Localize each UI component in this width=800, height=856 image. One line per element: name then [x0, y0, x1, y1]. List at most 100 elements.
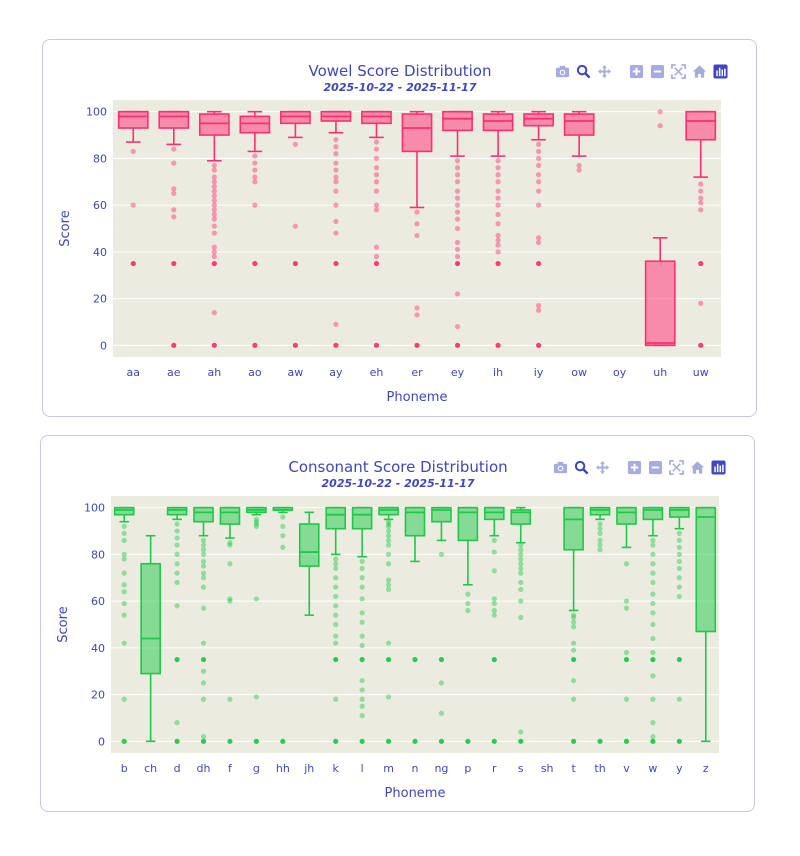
box-jh[interactable]	[298, 511, 320, 616]
box-ah[interactable]	[198, 110, 230, 348]
outlier-point	[333, 174, 339, 180]
box-iqr[interactable]	[239, 115, 271, 134]
box-iy[interactable]	[523, 110, 554, 348]
vowel-box-plot[interactable]: 0 20 40 60 80 100 aa ae ah ao aw ay eh er ey ih iy ow oy u…	[43, 40, 758, 418]
zoom-in-icon[interactable]	[628, 63, 644, 79]
box-ch[interactable]	[140, 534, 161, 743]
box-n[interactable]	[404, 506, 426, 744]
box-v[interactable]	[616, 506, 637, 744]
plotly-logo-icon[interactable]	[710, 459, 726, 475]
box-iqr[interactable]	[166, 506, 188, 516]
box-iqr[interactable]	[140, 562, 161, 675]
box-iqr[interactable]	[158, 110, 190, 129]
pan-icon[interactable]	[596, 63, 612, 79]
home-icon[interactable]	[691, 63, 707, 79]
box-iqr[interactable]	[483, 506, 505, 521]
box-ih[interactable]	[482, 110, 514, 348]
box-y[interactable]	[669, 506, 690, 744]
camera-icon[interactable]	[552, 459, 568, 475]
box-iqr[interactable]	[361, 110, 392, 125]
box-g[interactable]	[246, 506, 267, 744]
box-iqr[interactable]	[351, 506, 373, 530]
box-iqr[interactable]	[685, 110, 717, 141]
box-iqr[interactable]	[193, 506, 214, 523]
box-k[interactable]	[325, 506, 347, 744]
box-d[interactable]	[166, 506, 188, 744]
box-z[interactable]	[695, 506, 717, 743]
box-iqr[interactable]	[563, 506, 584, 551]
box-eh[interactable]	[361, 110, 392, 348]
box-ae[interactable]	[158, 110, 190, 348]
box-b[interactable]	[113, 506, 135, 744]
box-ao[interactable]	[239, 110, 271, 348]
box-th[interactable]	[589, 506, 611, 744]
outlier-point	[200, 551, 207, 558]
outlier-point	[174, 535, 180, 541]
box-iqr[interactable]	[589, 506, 611, 516]
outlier-point	[359, 565, 365, 572]
box-iqr[interactable]	[642, 506, 664, 521]
box-s[interactable]	[510, 506, 532, 744]
outlier-point	[536, 307, 542, 313]
box-l[interactable]	[351, 506, 373, 744]
box-iqr[interactable]	[404, 506, 426, 537]
pan-icon[interactable]	[594, 459, 610, 475]
box-f[interactable]	[219, 506, 241, 744]
box-hh[interactable]	[272, 506, 294, 744]
box-w[interactable]	[642, 506, 664, 744]
zoom-out-icon[interactable]	[647, 459, 663, 475]
zoom-icon[interactable]	[573, 459, 589, 475]
autoscale-icon[interactable]	[670, 63, 686, 79]
box-dh[interactable]	[193, 506, 214, 744]
box-iqr[interactable]	[198, 113, 230, 136]
box-t[interactable]	[563, 506, 584, 744]
box-iqr[interactable]	[325, 506, 347, 530]
outlier-point	[518, 561, 524, 567]
box-traces[interactable]	[117, 109, 717, 348]
outlier-point	[292, 223, 298, 229]
camera-icon[interactable]	[554, 63, 570, 79]
box-iqr[interactable]	[219, 506, 241, 525]
outlier-point	[454, 239, 461, 246]
box-uw[interactable]	[685, 110, 717, 348]
box-iqr[interactable]	[669, 506, 690, 518]
box-iqr[interactable]	[457, 506, 479, 542]
box-aa[interactable]	[117, 110, 149, 267]
box-iqr[interactable]	[280, 110, 311, 125]
box-ow[interactable]	[563, 110, 595, 173]
zoom-in-icon[interactable]	[626, 459, 642, 475]
box-r[interactable]	[483, 506, 505, 744]
box-traces[interactable]	[113, 506, 717, 744]
autoscale-icon[interactable]	[668, 459, 684, 475]
outlier-point	[171, 207, 177, 213]
outlier-point	[495, 237, 501, 243]
home-icon[interactable]	[689, 459, 705, 475]
box-iqr[interactable]	[482, 113, 514, 132]
box-iqr[interactable]	[378, 506, 399, 516]
box-iqr[interactable]	[510, 509, 532, 525]
box-ng[interactable]	[431, 506, 452, 744]
box-iqr[interactable]	[523, 113, 554, 127]
plotly-logo-icon[interactable]	[712, 63, 728, 79]
zoom-icon[interactable]	[575, 63, 591, 79]
box-iqr[interactable]	[695, 506, 717, 633]
box-iqr[interactable]	[442, 110, 473, 132]
box-p[interactable]	[457, 506, 479, 744]
box-iqr[interactable]	[644, 260, 676, 347]
box-ey[interactable]	[442, 110, 473, 348]
box-iqr[interactable]	[113, 506, 135, 516]
box-iqr[interactable]	[431, 506, 452, 523]
box-iqr[interactable]	[298, 523, 320, 567]
zoom-out-icon[interactable]	[649, 63, 665, 79]
box-ay[interactable]	[320, 110, 352, 348]
box-iqr[interactable]	[401, 113, 433, 153]
box-m[interactable]	[378, 506, 399, 744]
box-iqr[interactable]	[117, 110, 149, 129]
box-iqr[interactable]	[563, 113, 595, 136]
consonant-box-plot[interactable]: 0 20 40 60 80 100 b ch d dh f g hh jh k l m n ng p r s sh t th v…	[41, 436, 756, 813]
box-aw[interactable]	[280, 110, 311, 348]
box-uh[interactable]	[644, 109, 676, 347]
box-er[interactable]	[401, 110, 433, 348]
outlier-point	[385, 640, 392, 646]
box-iqr[interactable]	[616, 506, 637, 525]
